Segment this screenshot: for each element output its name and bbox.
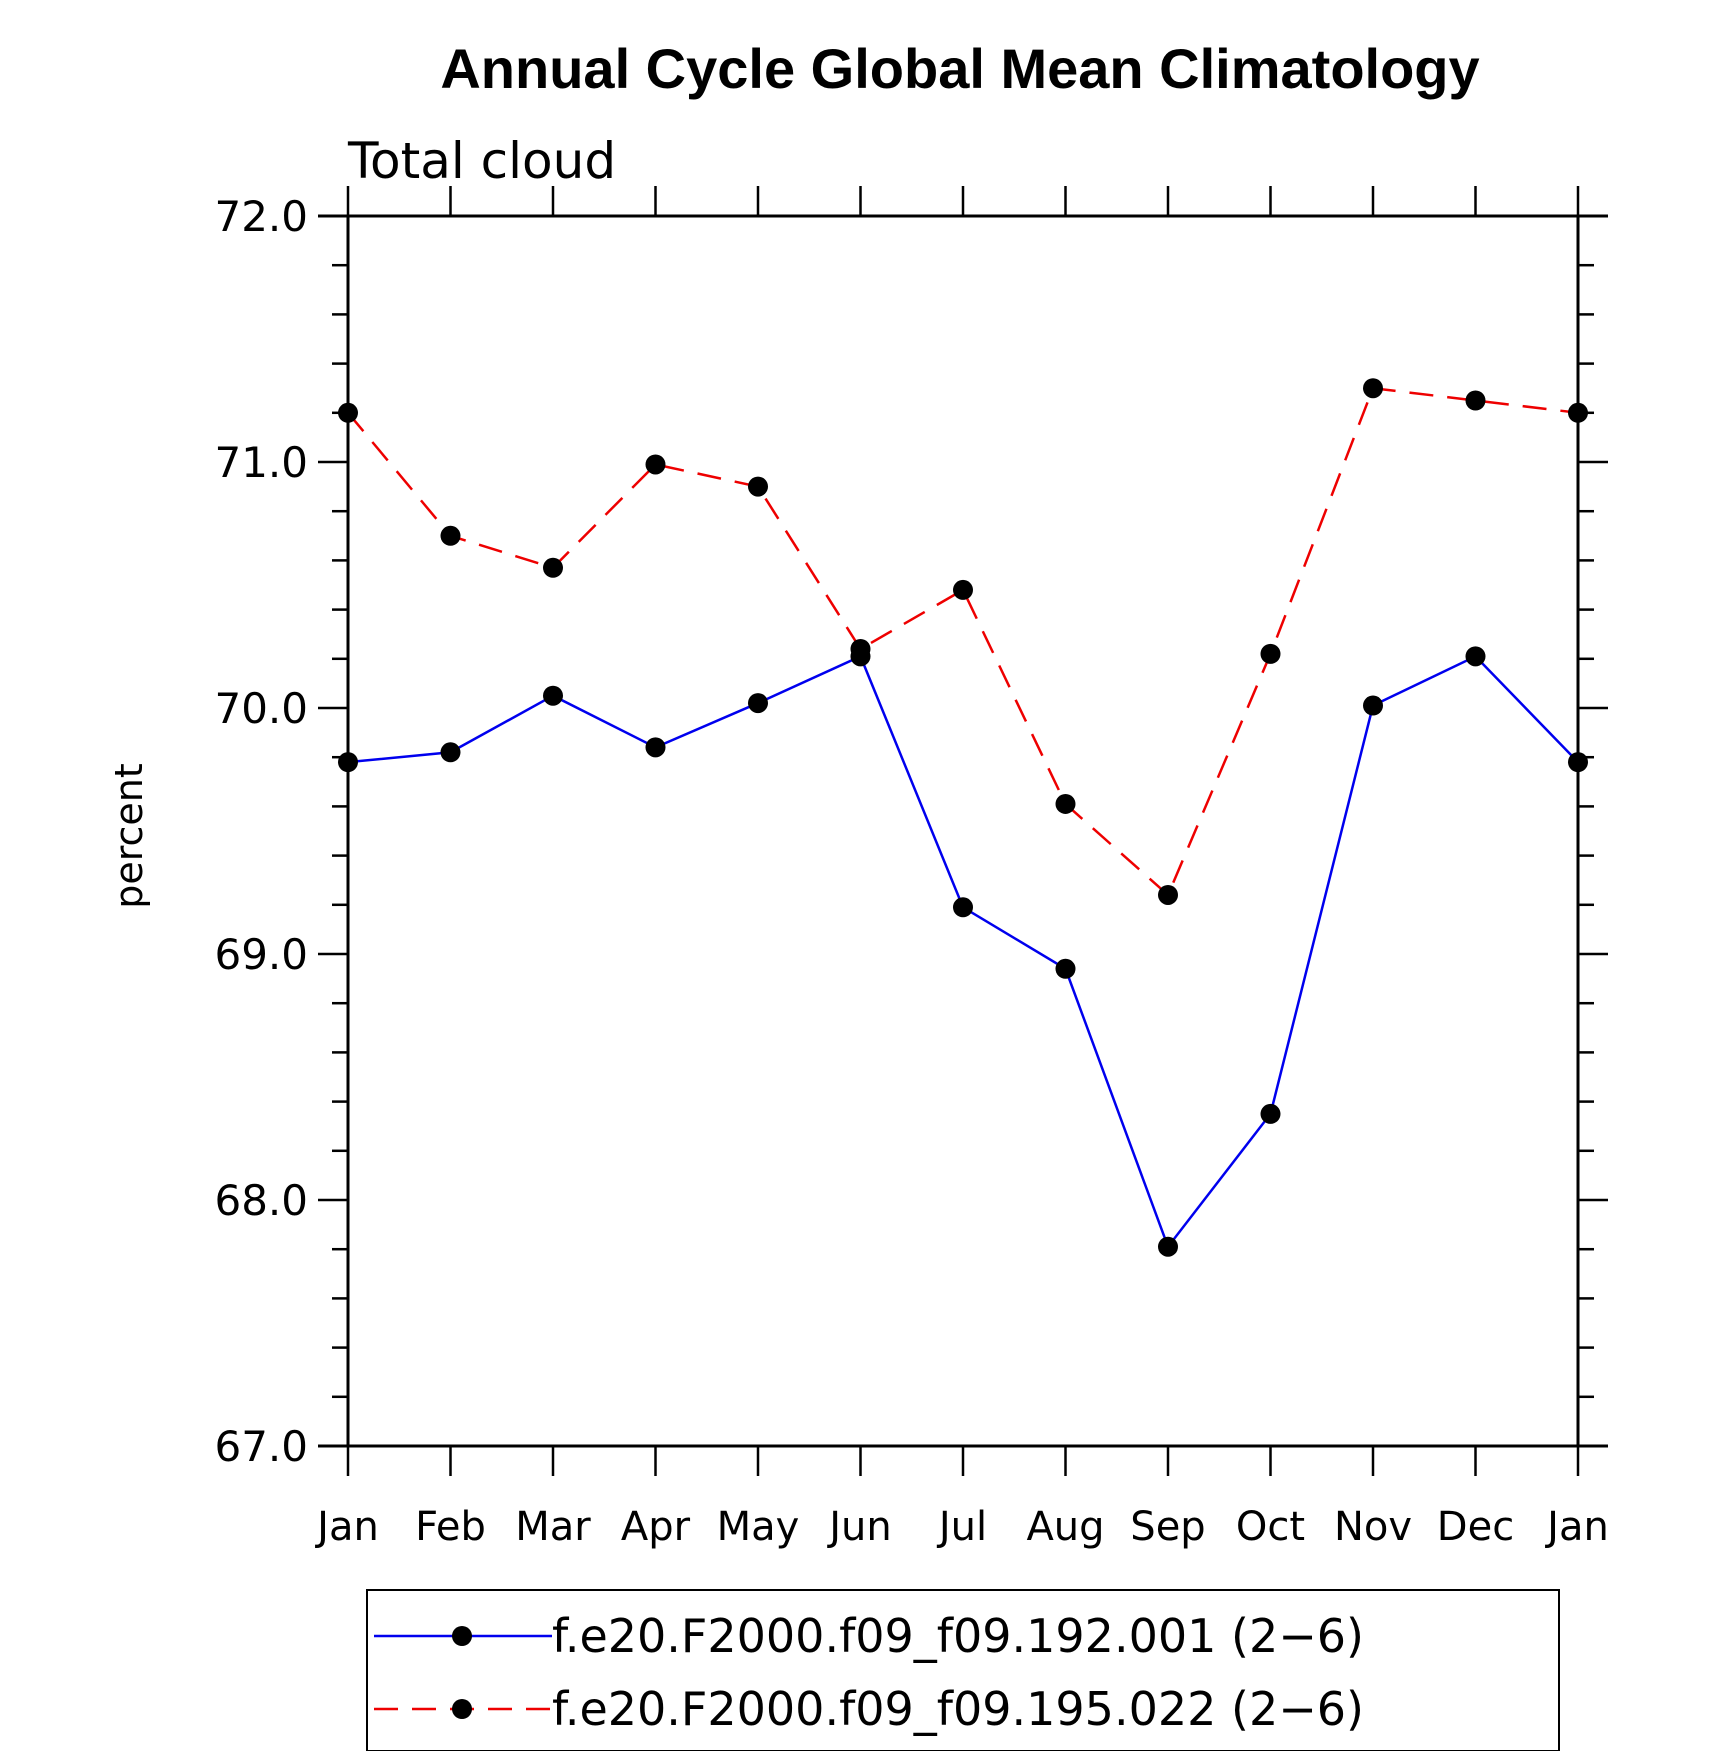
y-tick-label: 68.0 xyxy=(214,1176,308,1225)
chart-title: Annual Cycle Global Mean Climatology xyxy=(440,37,1479,100)
x-tick-label: Jun xyxy=(826,1504,892,1550)
y-tick-label: 72.0 xyxy=(214,192,308,241)
data-point-series-2 xyxy=(645,454,666,475)
data-point-series-2 xyxy=(1158,884,1178,905)
data-point-series-2 xyxy=(1260,643,1281,664)
data-point-series-1 xyxy=(1158,1236,1178,1257)
data-point-series-2 xyxy=(748,476,768,497)
data-point-series-1 xyxy=(953,897,973,918)
x-tick-label: Sep xyxy=(1130,1504,1205,1550)
data-point-series-2 xyxy=(1055,793,1076,814)
x-tick-label: Aug xyxy=(1026,1504,1104,1550)
data-point-series-2 xyxy=(543,557,563,578)
legend-marker-series-1 xyxy=(452,1626,472,1646)
data-point-series-2 xyxy=(953,579,973,600)
data-point-series-1 xyxy=(645,737,666,758)
legend-label-series-2: f.e20.F2000.f09_f09.195.022 (2−6) xyxy=(552,1682,1364,1736)
data-point-series-1 xyxy=(1260,1103,1281,1124)
y-tick-label: 67.0 xyxy=(214,1422,308,1471)
x-tick-label: Dec xyxy=(1437,1504,1514,1550)
data-point-series-2 xyxy=(440,525,461,546)
series-lines xyxy=(347,386,1579,1250)
x-tick-label: Feb xyxy=(415,1504,486,1550)
x-tick-label: Jan xyxy=(314,1504,379,1550)
legend-label-series-1: f.e20.F2000.f09_f09.192.001 (2−6) xyxy=(552,1609,1364,1663)
x-tick-label: Jan xyxy=(1544,1504,1609,1550)
x-axis-ticks: Jan Feb Mar Apr May Jun Jul Aug Sep Oct Nov Dec Jan xyxy=(314,186,1609,1550)
y-tick-label: 70.0 xyxy=(214,684,308,733)
legend: f.e20.F2000.f09_f09.192.001 (2−6) f.e20.… xyxy=(366,1589,1560,1751)
data-point-series-2 xyxy=(338,402,358,423)
data-point-series-1 xyxy=(338,752,358,773)
legend-box xyxy=(366,1589,1560,1751)
plot-frame xyxy=(346,214,1580,1448)
data-point-series-1 xyxy=(1055,958,1076,979)
data-point-series-1 xyxy=(748,693,768,714)
data-point-series-2 xyxy=(1465,390,1486,411)
x-tick-label: Oct xyxy=(1236,1504,1305,1550)
y-tick-label: 71.0 xyxy=(214,438,308,487)
x-tick-label: Mar xyxy=(515,1504,591,1550)
data-point-series-1 xyxy=(1568,752,1588,773)
x-tick-label: Nov xyxy=(1334,1504,1412,1550)
data-point-series-1 xyxy=(440,742,461,763)
series-line-1 xyxy=(347,654,1579,1250)
x-tick-label: Jul xyxy=(936,1504,987,1550)
data-point-series-1 xyxy=(1363,695,1383,716)
data-point-series-1 xyxy=(543,685,563,706)
data-point-series-2 xyxy=(850,638,871,659)
data-point-series-1 xyxy=(1465,646,1486,667)
series-line-2 xyxy=(347,386,1579,898)
chart-subtitle: Total cloud xyxy=(347,132,616,190)
data-point-series-2 xyxy=(1568,402,1588,423)
y-axis-ticks: 67.0 68.0 69.0 70.0 71.0 72.0 xyxy=(214,192,1608,1471)
legend-marker-series-2 xyxy=(452,1699,472,1719)
x-tick-label: May xyxy=(717,1504,800,1550)
y-tick-label: 69.0 xyxy=(214,930,308,979)
data-point-series-2 xyxy=(1363,378,1383,399)
series-markers xyxy=(338,378,1588,1257)
y-axis-label: percent xyxy=(107,763,151,909)
x-tick-label: Apr xyxy=(621,1504,691,1550)
